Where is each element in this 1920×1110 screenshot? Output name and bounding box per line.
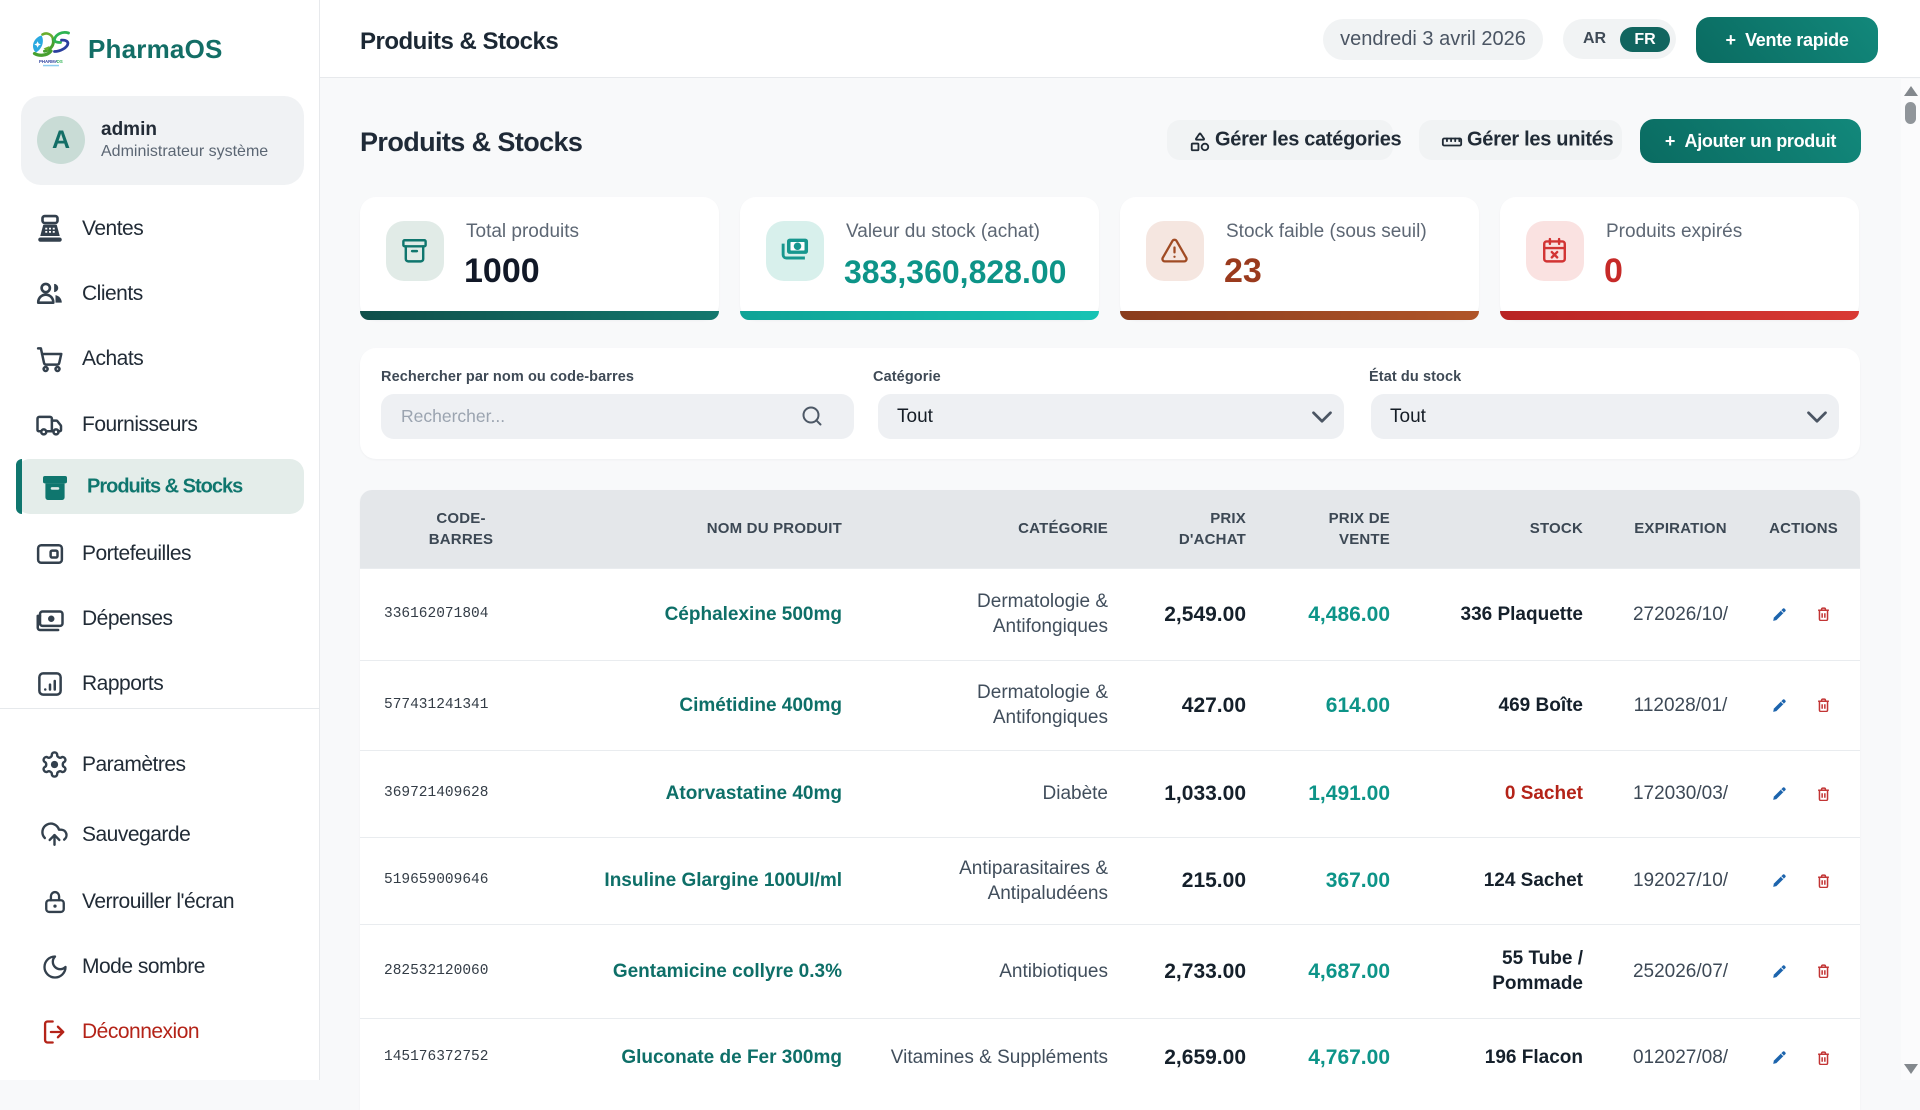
svg-text:OS: OS (57, 59, 63, 64)
svg-text:PHARMA: PHARMA (39, 59, 58, 64)
